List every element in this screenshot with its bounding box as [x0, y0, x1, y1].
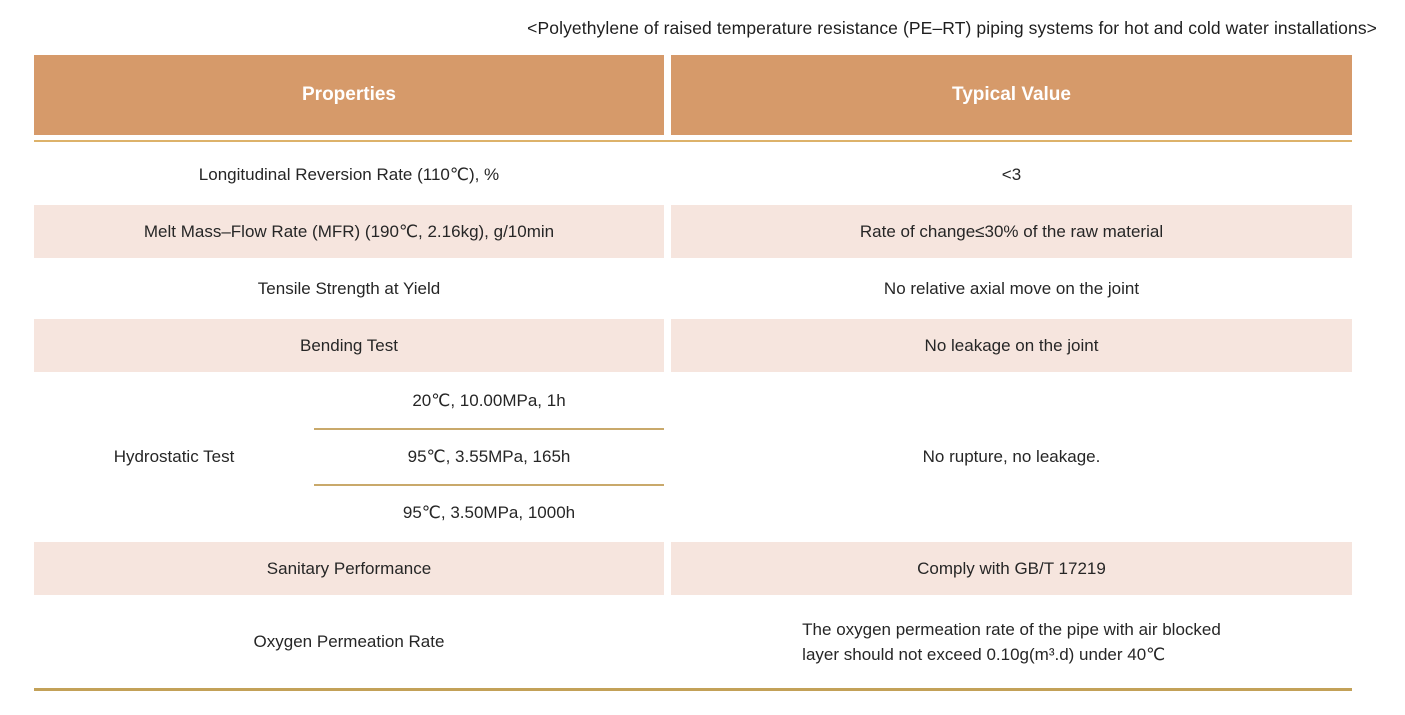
table-row-longitudinal-reversion: Longitudinal Reversion Rate (110℃), % <3 — [34, 146, 1352, 203]
header-underline — [34, 140, 1352, 142]
value-cell: No leakage on the joint — [671, 319, 1352, 372]
value-cell: No rupture, no leakage. — [922, 447, 1101, 466]
value-cell: <3 — [1001, 164, 1022, 184]
table-header-row: Properties Typical Value — [34, 55, 1352, 135]
oxygen-value-block: The oxygen permeation rate of the pipe w… — [802, 617, 1221, 667]
value-cell: No relative axial move on the joint — [883, 278, 1140, 298]
oxygen-value-line-1: The oxygen permeation rate of the pipe w… — [802, 619, 1221, 639]
property-cell: Melt Mass–Flow Rate (MFR) (190℃, 2.16kg)… — [34, 205, 664, 258]
hydrostatic-condition-3: 95℃, 3.50MPa, 1000h — [402, 503, 576, 522]
hydrostatic-conditions: 20℃, 10.00MPa, 1h 95℃, 3.55MPa, 165h 95℃… — [314, 374, 664, 540]
oxygen-value-line-2: layer should not exceed 0.10g(m³.d) unde… — [802, 644, 1166, 664]
value-cell: The oxygen permeation rate of the pipe w… — [671, 597, 1352, 686]
table-row-hydrostatic-test: Hydrostatic Test 20℃, 10.00MPa, 1h 95℃, … — [34, 374, 1352, 540]
property-cell: Sanitary Performance — [34, 542, 664, 595]
property-cell: Hydrostatic Test — [113, 447, 235, 466]
table-row-melt-mass-flow: Melt Mass–Flow Rate (MFR) (190℃, 2.16kg)… — [34, 205, 1352, 258]
table-row-sanitary-performance: Sanitary Performance Comply with GB/T 17… — [34, 542, 1352, 595]
hydrostatic-left-group: Hydrostatic Test 20℃, 10.00MPa, 1h 95℃, … — [34, 374, 664, 540]
properties-table: Properties Typical Value Longitudinal Re… — [34, 55, 1352, 691]
value-cell: Comply with GB/T 17219 — [671, 542, 1352, 595]
table-bottom-border — [34, 688, 1352, 691]
hydrostatic-condition-2: 95℃, 3.55MPa, 165h — [314, 430, 664, 486]
table-row-oxygen-permeation: Oxygen Permeation Rate The oxygen permea… — [34, 597, 1352, 686]
table-row-bending-test: Bending Test No leakage on the joint — [34, 319, 1352, 372]
hydrostatic-condition-1: 20℃, 10.00MPa, 1h — [314, 374, 664, 430]
column-header-typical-value: Typical Value — [671, 55, 1352, 135]
property-cell: Oxygen Permeation Rate — [253, 631, 445, 651]
property-cell: Bending Test — [34, 319, 664, 372]
value-cell: Rate of change≤30% of the raw material — [671, 205, 1352, 258]
property-cell: Tensile Strength at Yield — [257, 278, 441, 298]
table-title: <Polyethylene of raised temperature resi… — [527, 18, 1377, 38]
page: <Polyethylene of raised temperature resi… — [34, 18, 1377, 691]
table-row-tensile-strength: Tensile Strength at Yield No relative ax… — [34, 260, 1352, 317]
property-cell: Longitudinal Reversion Rate (110℃), % — [198, 164, 500, 184]
column-header-properties: Properties — [34, 55, 664, 135]
